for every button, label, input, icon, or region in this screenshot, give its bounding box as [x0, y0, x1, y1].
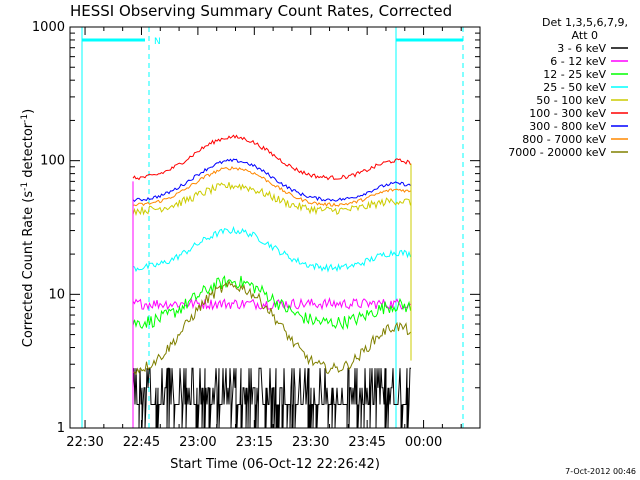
x-tick-label: 22:30	[66, 435, 103, 450]
x-tick-label: 22:45	[123, 435, 160, 450]
y-tick-label: 1	[57, 421, 65, 436]
series-line-7	[132, 165, 411, 207]
plot-area: N	[81, 27, 464, 429]
y-tick-label: 1000	[32, 20, 65, 35]
x-axis: 22:30 22:45 23:00 23:15 23:30 23:45 00:00	[66, 27, 462, 450]
legend-label: 12 - 25 keV	[543, 68, 606, 81]
legend-header-2: Att 0	[572, 29, 598, 42]
legend-label: 3 - 6 keV	[557, 42, 606, 55]
legend-header-1: Det 1,3,5,6,7,9,	[542, 16, 628, 29]
series-line-6	[132, 158, 411, 203]
x-tick-label: 23:00	[179, 435, 216, 450]
y-tick-label: 10	[48, 287, 65, 302]
legend-label: 6 - 12 keV	[550, 55, 606, 68]
legend-label: 800 - 7000 keV	[522, 133, 606, 146]
chart-title: HESSI Observing Summary Count Rates, Cor…	[70, 2, 452, 20]
x-tick-label: 00:00	[405, 435, 442, 450]
plot-frame	[69, 26, 481, 429]
series-line-4	[132, 182, 411, 217]
y-tick-label: 100	[40, 154, 65, 169]
night-annotation: N	[154, 37, 161, 47]
legend-label: 50 - 100 keV	[536, 94, 606, 107]
legend-label: 7000 - 20000 keV	[508, 146, 606, 159]
series-line-1	[132, 296, 411, 311]
legend-label: 25 - 50 keV	[543, 81, 606, 94]
x-tick-label: 23:45	[348, 435, 385, 450]
y-axis-label: Corrected Count Rate (s-1 detector-1)	[20, 109, 36, 347]
series-line-0	[132, 367, 411, 429]
series-line-5	[132, 134, 411, 181]
series-line-2	[132, 275, 411, 331]
series-line-8	[132, 279, 411, 376]
x-tick-label: 23:15	[236, 435, 273, 450]
x-tick-label: 23:30	[292, 435, 329, 450]
legend-label: 100 - 300 keV	[529, 107, 606, 120]
footer-date: 7-Oct-2012 00:46	[565, 467, 636, 476]
y-axis: 1 10 100 1000	[32, 20, 480, 436]
x-axis-label: Start Time (06-Oct-12 22:26:42)	[170, 457, 380, 472]
legend-label: 300 - 800 keV	[529, 120, 606, 133]
series-line-3	[132, 225, 411, 273]
